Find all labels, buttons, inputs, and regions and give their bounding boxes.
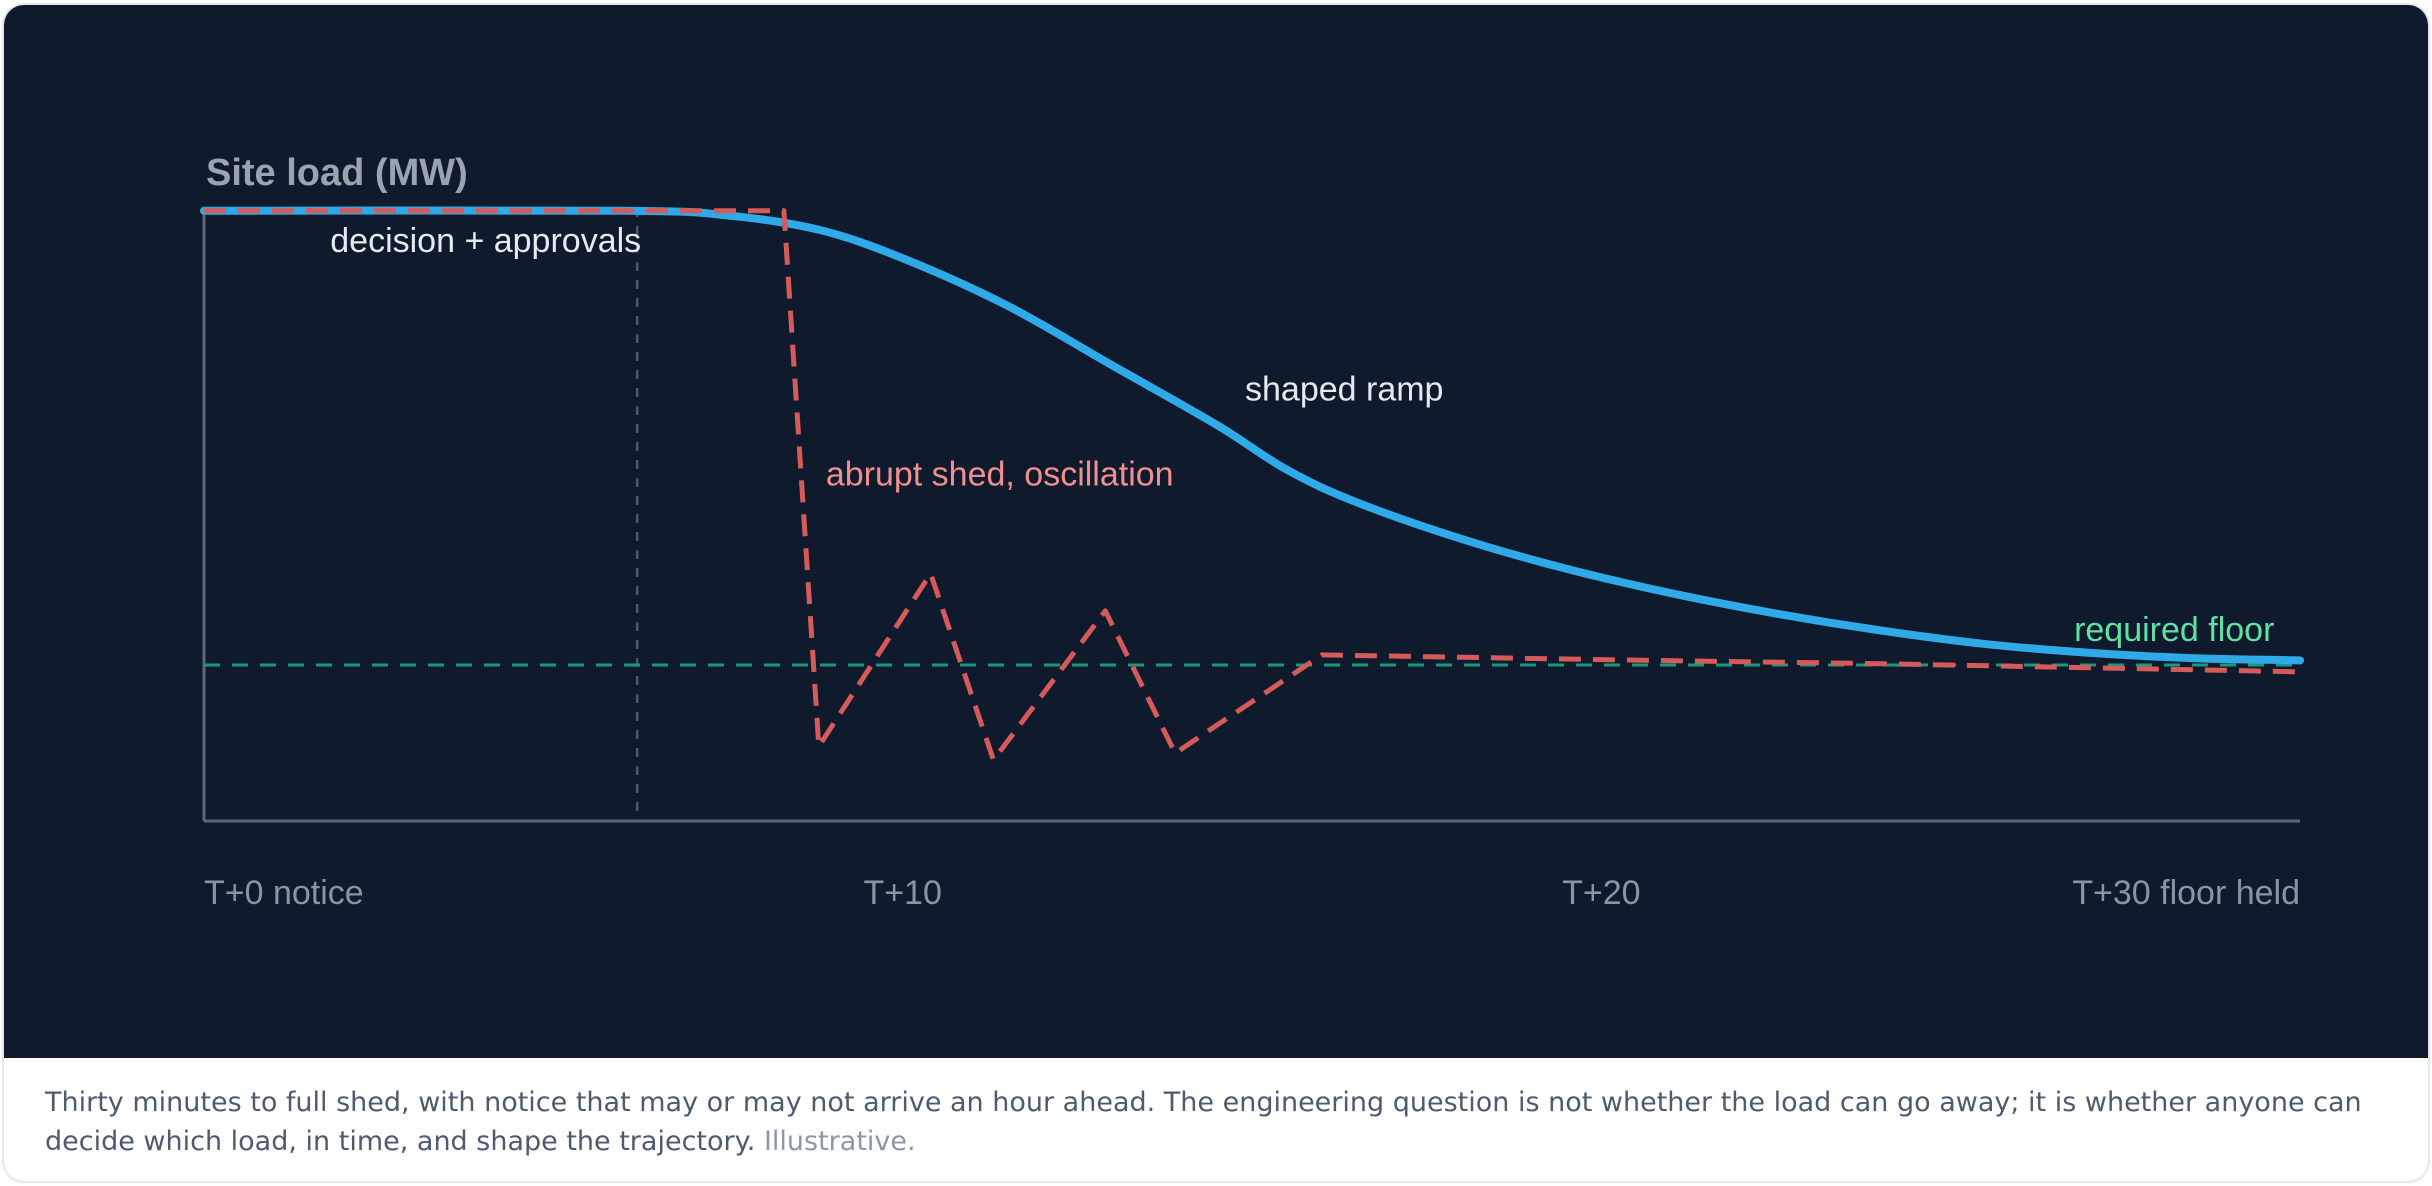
series-label-abrupt-shed: abrupt shed, oscillation bbox=[826, 455, 1174, 493]
x-tick-label: T+30 floor held bbox=[2072, 874, 2300, 912]
figure-caption: Thirty minutes to full shed, with notice… bbox=[45, 1083, 2395, 1161]
x-tick-label: T+0 notice bbox=[204, 874, 364, 912]
x-tick-label: T+10 bbox=[863, 874, 941, 912]
figure-card: Site load (MW) decision + approvals requ… bbox=[2, 3, 2430, 1183]
series-label-shaped-ramp: shaped ramp bbox=[1245, 371, 1443, 409]
decision-marker-label: decision + approvals bbox=[330, 222, 641, 260]
x-tick-label: T+20 bbox=[1562, 874, 1640, 912]
series-line-abrupt-shed bbox=[204, 208, 2301, 763]
caption-note: Illustrative. bbox=[763, 1126, 916, 1157]
chart-panel: Site load (MW) decision + approvals requ… bbox=[4, 5, 2428, 1058]
required-floor-label: required floor bbox=[2074, 611, 2274, 649]
caption-text: Thirty minutes to full shed, with notice… bbox=[45, 1087, 2362, 1157]
x-tick-labels: T+0 notice T+10 T+20 T+30 floor held bbox=[204, 874, 2300, 912]
series-line-shaped-ramp bbox=[200, 206, 2304, 665]
load-shed-chart: Site load (MW) decision + approvals requ… bbox=[200, 152, 2304, 912]
y-axis-title: Site load (MW) bbox=[206, 152, 468, 194]
